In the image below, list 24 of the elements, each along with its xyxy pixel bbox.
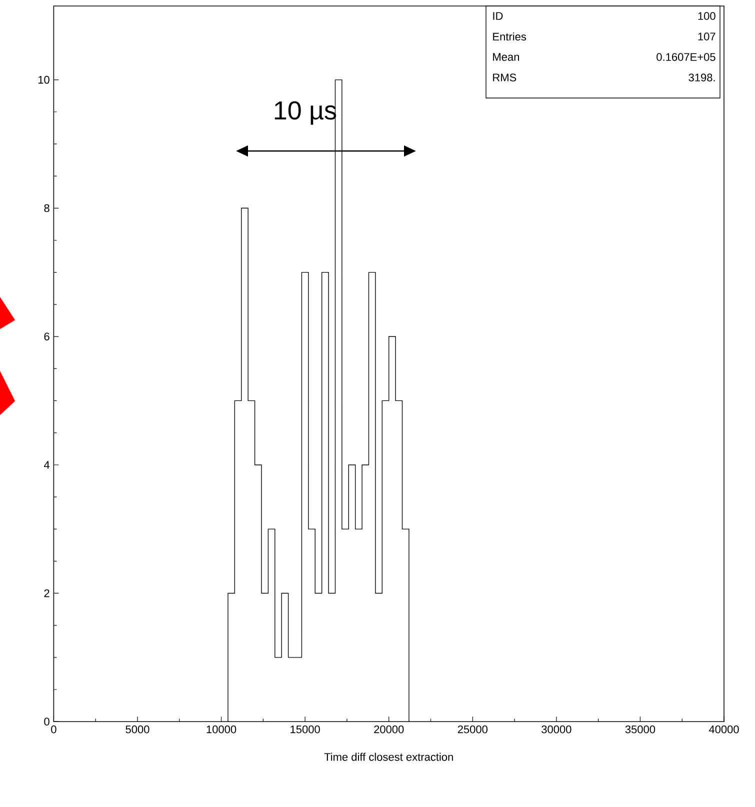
annotation: ID [493,12,503,20]
y-tick-label: 8 [44,204,50,212]
x-tick-label: 20000 [374,725,404,734]
annotation: RMS [493,74,516,82]
x-axis-title: Time diff closest extraction [324,752,453,761]
annotation: Mean [493,53,519,61]
y-tick-label: 4 [44,461,50,469]
y-tick-label: 6 [44,332,50,340]
y-tick-label: 10 [38,76,50,84]
annotation: 107 [698,32,716,40]
annotation: Entries [493,32,526,41]
annotation: 0.1607E+05 [656,53,716,61]
y-tick-label: 2 [44,589,50,598]
annotation: 100 [698,12,716,20]
x-tick-label: 25000 [458,725,488,734]
x-tick-label: 30000 [542,725,572,734]
x-tick-label: 5000 [126,725,150,734]
x-tick-label: 15000 [290,725,320,734]
x-tick-label: 0 [51,725,56,734]
x-tick-label: 35000 [625,725,656,734]
x-tick-label: 10000 [206,725,236,734]
x-tick-label: 40000 [708,725,739,734]
annotation: 3198. [688,74,715,82]
y-tick-label: 0 [44,718,50,726]
